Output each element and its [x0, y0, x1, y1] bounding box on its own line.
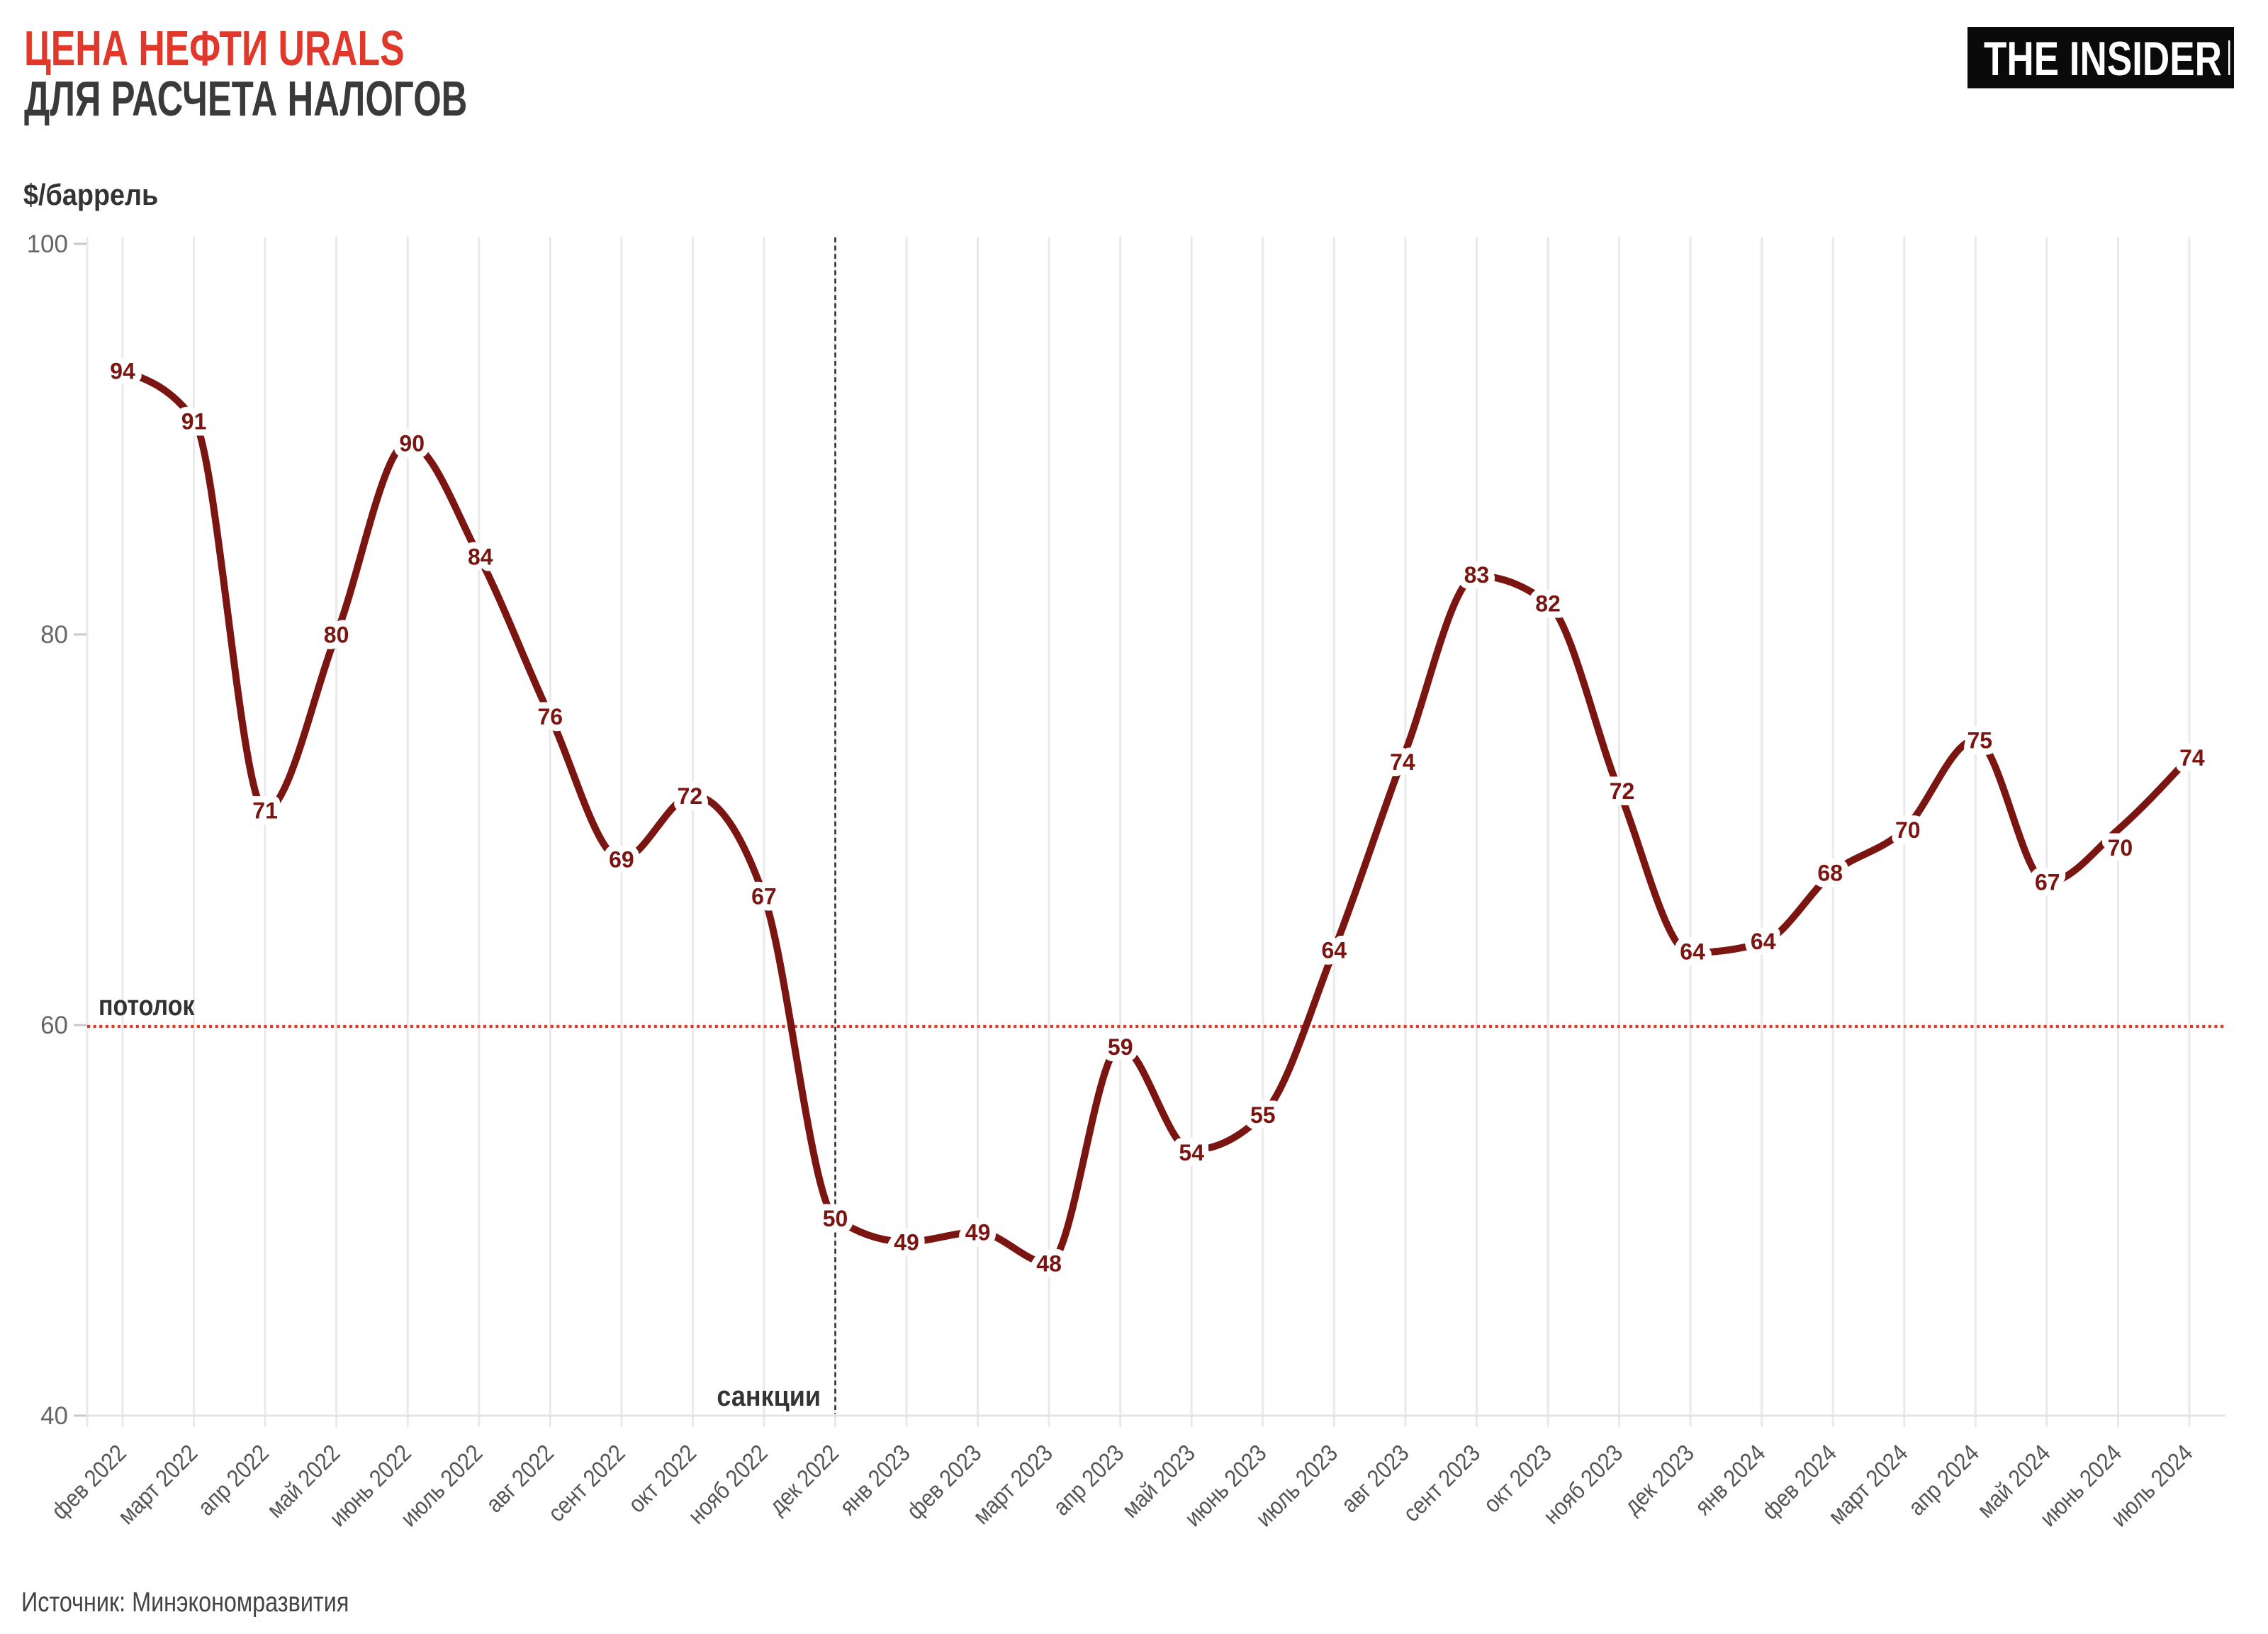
svg-text:69: 69	[609, 846, 634, 872]
svg-text:55: 55	[1250, 1102, 1276, 1128]
svg-text:60: 60	[40, 1012, 68, 1039]
svg-text:50: 50	[823, 1206, 848, 1231]
svg-text:THE INSIDER: THE INSIDER	[1984, 32, 2222, 86]
svg-text:91: 91	[181, 409, 207, 435]
svg-text:49: 49	[965, 1220, 991, 1246]
svg-text:67: 67	[2035, 869, 2060, 895]
svg-text:48: 48	[1036, 1251, 1062, 1277]
svg-text:70: 70	[2108, 835, 2133, 861]
svg-text:64: 64	[1680, 939, 1705, 965]
svg-text:ЦЕНА НЕФТИ URALS: ЦЕНА НЕФТИ URALS	[24, 21, 405, 76]
svg-text:71: 71	[252, 798, 278, 824]
svg-text:$/баррель: $/баррель	[23, 179, 158, 211]
svg-text:84: 84	[468, 544, 493, 569]
svg-text:49: 49	[894, 1229, 919, 1255]
svg-text:100: 100	[27, 230, 68, 258]
svg-text:72: 72	[678, 783, 703, 809]
svg-text:40: 40	[40, 1402, 68, 1430]
svg-text:64: 64	[1751, 929, 1776, 954]
svg-text:82: 82	[1535, 591, 1561, 616]
svg-text:74: 74	[2179, 745, 2205, 771]
svg-text:68: 68	[1817, 861, 1843, 886]
svg-text:72: 72	[1610, 778, 1635, 804]
svg-text:59: 59	[1108, 1034, 1133, 1060]
svg-text:83: 83	[1464, 562, 1490, 588]
svg-text:75: 75	[1967, 727, 1993, 753]
svg-text:94: 94	[110, 359, 135, 384]
svg-text:64: 64	[1322, 937, 1347, 963]
svg-text:54: 54	[1179, 1140, 1204, 1165]
svg-text:74: 74	[1390, 749, 1415, 775]
svg-text:76: 76	[538, 704, 563, 729]
svg-text:70: 70	[1895, 817, 1921, 843]
svg-text:санкции: санкции	[717, 1381, 821, 1412]
svg-text:80: 80	[40, 621, 68, 649]
svg-text:90: 90	[399, 431, 425, 457]
svg-text:потолок: потолок	[99, 989, 195, 1021]
svg-text:67: 67	[751, 884, 777, 910]
svg-text:80: 80	[324, 622, 349, 648]
svg-text:ДЛЯ РАСЧЕТА НАЛОГОВ: ДЛЯ РАСЧЕТА НАЛОГОВ	[24, 71, 467, 126]
svg-text:Источник: Минэкономразвития: Источник: Минэкономразвития	[21, 1587, 349, 1618]
